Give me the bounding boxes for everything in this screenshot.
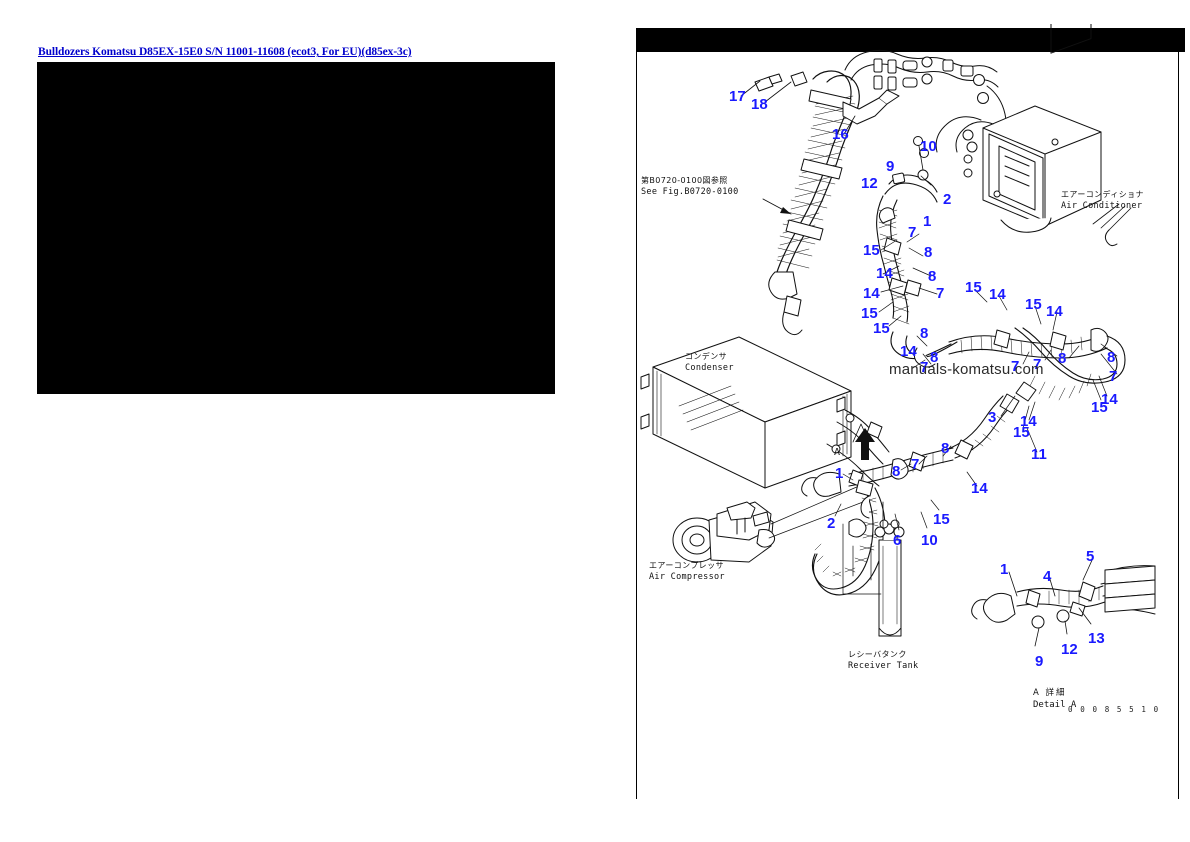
- callout-number-15[interactable]: 15: [863, 242, 880, 259]
- air-compressor-label: エアーコンプレッサ Air Compressor: [649, 561, 725, 582]
- callout-number-1[interactable]: 1: [923, 213, 932, 230]
- callout-number-7[interactable]: 7: [936, 285, 945, 302]
- callout-number-14[interactable]: 14: [863, 285, 880, 302]
- callout-number-14[interactable]: 14: [971, 480, 988, 497]
- callout-number-18[interactable]: 18: [751, 96, 768, 113]
- section-marker-a: A: [834, 447, 841, 458]
- callout-number-8[interactable]: 8: [892, 463, 901, 480]
- callout-number-15[interactable]: 15: [1013, 424, 1030, 441]
- callout-number-8[interactable]: 8: [928, 268, 937, 285]
- diagram-line-art: [640, 24, 1156, 647]
- callout-number-15[interactable]: 15: [873, 320, 890, 337]
- callout-number-2[interactable]: 2: [943, 191, 952, 208]
- condenser-label: コンデンサ Condenser: [685, 352, 734, 373]
- receiver-tank-label: レシーバタンク Receiver Tank: [848, 650, 919, 671]
- callout-number-14[interactable]: 14: [1101, 391, 1118, 408]
- callout-number-9[interactable]: 9: [1035, 653, 1044, 670]
- callout-number-12[interactable]: 12: [1061, 641, 1078, 658]
- callout-number-17[interactable]: 17: [729, 88, 746, 105]
- callout-number-1[interactable]: 1: [835, 465, 844, 482]
- callout-number-7[interactable]: 7: [911, 456, 920, 473]
- callout-number-15[interactable]: 15: [1091, 399, 1108, 416]
- callout-number-12[interactable]: 12: [861, 175, 878, 192]
- see-fig-reference: 第B0720-0100図参照 See Fig.B0720-0100: [641, 176, 739, 197]
- callout-number-1[interactable]: 1: [1000, 561, 1009, 578]
- callout-number-15[interactable]: 15: [965, 279, 982, 296]
- callout-number-15[interactable]: 15: [861, 305, 878, 322]
- callout-number-7[interactable]: 7: [908, 224, 917, 241]
- callout-number-16[interactable]: 16: [832, 126, 849, 143]
- diagram-thumbnail-placeholder[interactable]: [37, 62, 555, 394]
- callout-number-8[interactable]: 8: [920, 325, 929, 342]
- page-title-link[interactable]: Bulldozers Komatsu D85EX-15E0 S/N 11001-…: [38, 46, 412, 58]
- diagram-header-band: [636, 28, 1185, 52]
- callout-number-8[interactable]: 8: [930, 349, 939, 366]
- callout-number-2[interactable]: 2: [827, 515, 836, 532]
- callout-number-14[interactable]: 14: [1020, 413, 1037, 430]
- callout-number-7[interactable]: 7: [1109, 368, 1118, 385]
- callout-number-10[interactable]: 10: [921, 532, 938, 549]
- callout-number-8[interactable]: 8: [924, 244, 933, 261]
- callout-number-3[interactable]: 3: [988, 409, 997, 426]
- callout-number-14[interactable]: 14: [989, 286, 1006, 303]
- drawing-number: 0 0 0 8 5 5 1 0: [1068, 705, 1160, 714]
- callout-number-4[interactable]: 4: [1043, 568, 1052, 585]
- callout-number-8[interactable]: 8: [941, 440, 950, 457]
- callout-number-11[interactable]: 11: [1031, 446, 1047, 463]
- callout-number-10[interactable]: 10: [920, 138, 937, 155]
- callout-number-14[interactable]: 14: [900, 343, 917, 360]
- callout-number-5[interactable]: 5: [1086, 548, 1095, 565]
- air-conditioner-label: エアーコンディショナ Air Conditioner: [1061, 190, 1144, 211]
- callout-number-9[interactable]: 9: [886, 158, 895, 175]
- callout-number-6[interactable]: 6: [893, 532, 902, 549]
- callout-number-8[interactable]: 8: [1107, 349, 1116, 366]
- callout-number-7[interactable]: 7: [1011, 358, 1020, 375]
- callout-number-15[interactable]: 15: [933, 511, 950, 528]
- callout-number-13[interactable]: 13: [1088, 630, 1105, 647]
- callout-number-15[interactable]: 15: [1025, 296, 1042, 313]
- detail-a-label: A 詳細 Detail A: [1033, 688, 1077, 711]
- callout-number-7[interactable]: 7: [920, 359, 929, 376]
- watermark: manuals-komatsu.com: [889, 361, 1044, 378]
- left-panel: Bulldozers Komatsu D85EX-15E0 S/N 11001-…: [37, 46, 555, 394]
- callout-number-14[interactable]: 14: [1046, 303, 1063, 320]
- callout-number-8[interactable]: 8: [1058, 350, 1067, 367]
- callout-number-14[interactable]: 14: [876, 265, 893, 282]
- parts-diagram-panel[interactable]: 17 18 16 10 9 12 2 1 15 8 7 14 14 8 15 15 7 15 14 14 8 7 8 15 14…: [631, 24, 1187, 799]
- callout-number-7[interactable]: 7: [1033, 356, 1042, 373]
